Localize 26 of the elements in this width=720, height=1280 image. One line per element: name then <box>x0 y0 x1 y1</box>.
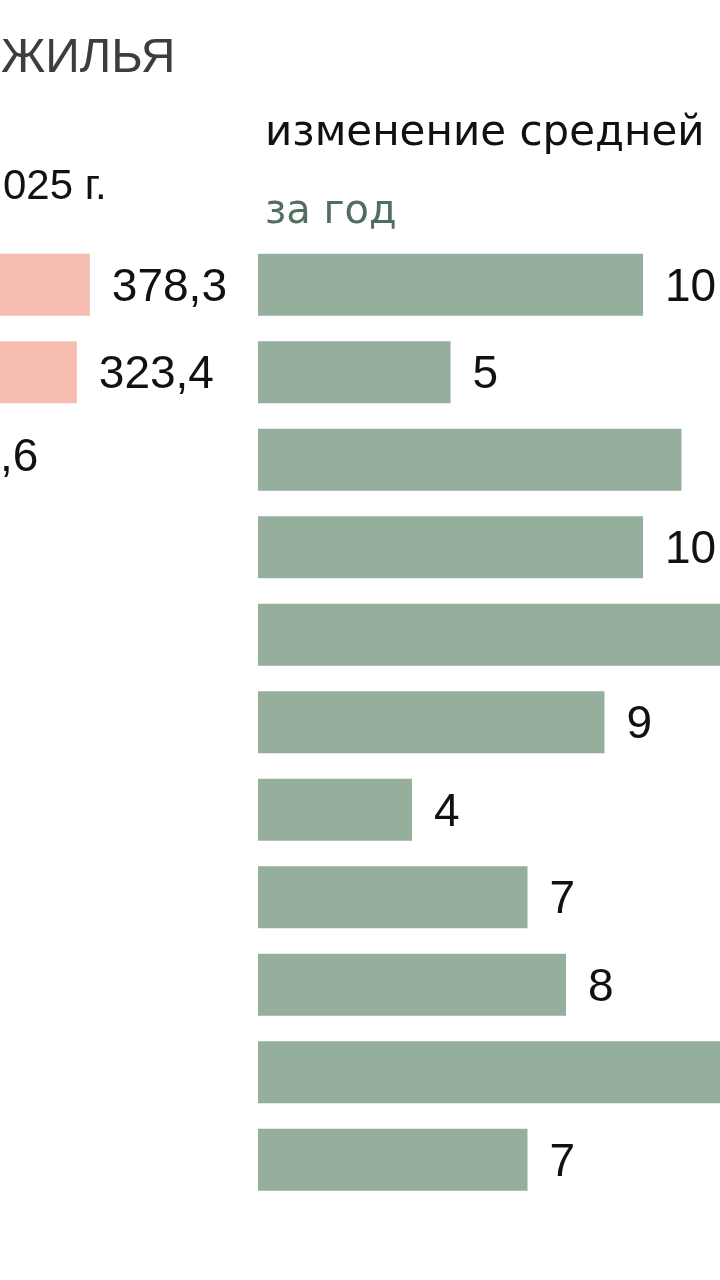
bar <box>258 866 528 929</box>
data-label: 8 <box>588 958 614 1011</box>
bar <box>258 428 682 491</box>
text: ,6 <box>0 429 39 482</box>
chart-title: изменение средней <box>265 105 705 155</box>
chart-title: ЖИЛЬЯ <box>1 28 176 82</box>
bar <box>258 253 643 316</box>
bar <box>258 953 566 1016</box>
bar <box>258 341 451 404</box>
bar <box>258 1041 720 1104</box>
chart-subtitle: за год <box>265 186 397 232</box>
data-label: 4 <box>434 783 460 836</box>
data-label: 323,4 <box>98 346 214 399</box>
data-label: 7 <box>549 871 576 924</box>
bar <box>258 603 720 666</box>
bar <box>258 516 643 579</box>
data-label: 9 <box>626 696 653 749</box>
data-label: 378,3 <box>111 258 227 311</box>
bar <box>258 691 605 754</box>
bar <box>258 1128 528 1191</box>
chart-subtitle: 025 г. <box>3 160 107 208</box>
data-label: 7 <box>549 1133 576 1186</box>
data-label: 10 <box>665 258 717 311</box>
bar <box>258 778 412 841</box>
data-label: 10 <box>665 521 717 574</box>
data-label: 5 <box>472 346 499 399</box>
